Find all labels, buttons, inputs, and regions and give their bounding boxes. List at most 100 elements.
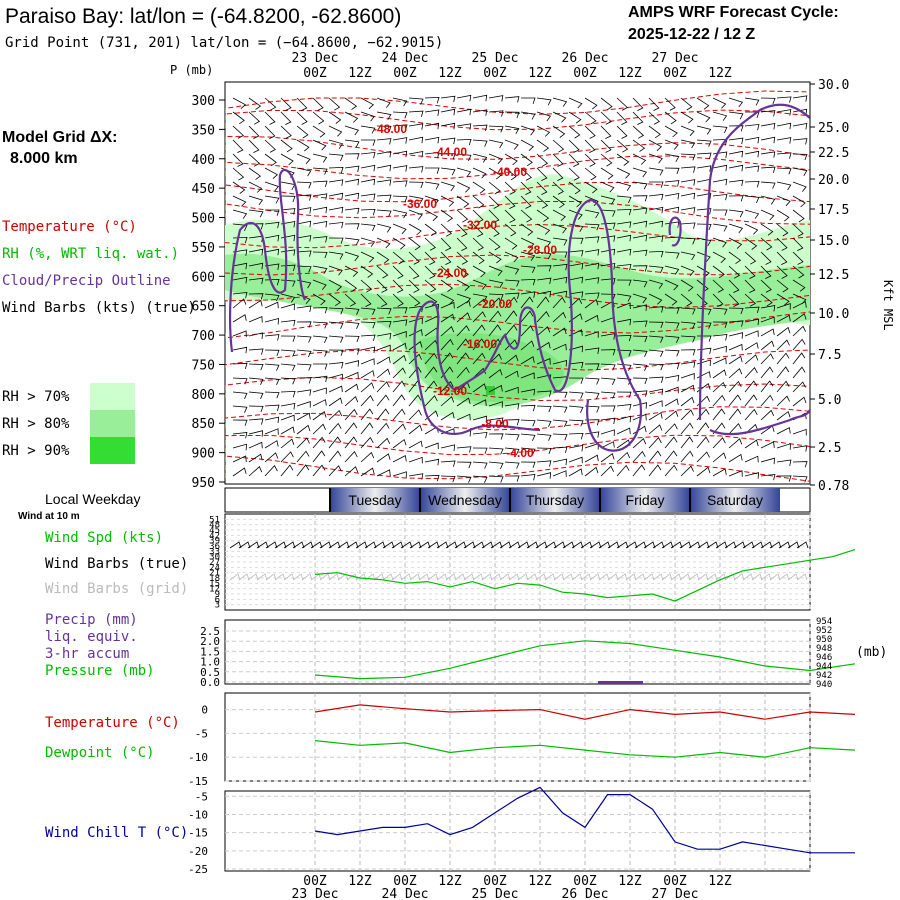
temp-tick-label: 0 [201, 704, 208, 717]
model-grid-value: 8.000 km [10, 150, 78, 167]
windchill-tick-label: -20 [188, 845, 208, 858]
rh-legend: RH > 70%RH > 80%RH > 90% [2, 383, 135, 464]
weekday-label: Friday [626, 492, 665, 508]
isotherm-label: -28.00 [523, 243, 557, 257]
windchill-tick-label: -25 [188, 863, 208, 876]
page-title: Paraiso Bay: lat/lon = (-64.8200, -62.86… [5, 5, 401, 28]
wind-barbs-true-label: Wind Barbs (true) [45, 556, 188, 572]
bottom-hour-label: 12Z [348, 874, 372, 889]
weekday-label: Monday [155, 492, 205, 508]
isotherm-label: -20.00 [478, 297, 512, 311]
pressure-tick-label: 900 [192, 447, 215, 462]
height-tick-label: 7.5 [818, 348, 841, 363]
top-hour-label: 00Z [393, 66, 417, 81]
temperature-label: Temperature (°C) [45, 715, 180, 731]
top-hour-label: 12Z [618, 66, 642, 81]
pressure-tick-label: 800 [192, 388, 215, 403]
rh-legend-swatch [90, 383, 135, 410]
height-tick-label: 20.0 [818, 173, 849, 188]
top-hour-label: 00Z [573, 66, 597, 81]
bottom-hour-label: 12Z [618, 874, 642, 889]
isotherm-label: -4.00 [506, 446, 534, 460]
top-hour-label: 12Z [528, 66, 552, 81]
weekday-cell [135, 488, 225, 512]
pressure-tick-label: 350 [192, 123, 215, 138]
windchill-tick-label: -10 [188, 808, 208, 821]
pressure-tick-label: 950 [192, 476, 215, 491]
bottom-date-label: 24 Dec [382, 887, 429, 900]
top-date-label: 27 Dec [652, 51, 699, 66]
windchill-tick-label: -15 [188, 827, 208, 840]
isotherm-label: -16.00 [463, 337, 497, 351]
pressure-tick-label: 500 [192, 212, 215, 227]
precip-tick-label: 0.0 [200, 676, 220, 689]
weekday-label: Thursday [526, 492, 584, 508]
height-tick-label: 22.5 [818, 146, 849, 161]
top-hour-label: 00Z [483, 66, 507, 81]
bottom-date-label: 25 Dec [472, 887, 519, 900]
pressure-tick-label: 550 [192, 241, 215, 256]
windchill-label: Wind Chill T (°C) [45, 825, 188, 841]
windchill-panel: -5-10-15-20-25 [188, 787, 855, 876]
isotherm-label: -44.00 [433, 145, 467, 159]
isotherm-label: -24.00 [433, 266, 467, 280]
wind-tick-label: 3 [215, 601, 220, 611]
top-hour-label: 00Z [303, 66, 327, 81]
rh-legend-label: RH > 90% [2, 443, 70, 459]
pressure-tick-label: 400 [192, 153, 215, 168]
precip-bar [598, 681, 643, 684]
pressure-axis: 3003504004505005506006507007508008509009… [192, 94, 225, 491]
height-tick-label: 30.0 [818, 78, 849, 93]
wind-at-label: Wind at 10 m [18, 511, 80, 522]
bottom-date-label: 27 Dec [652, 887, 699, 900]
legend-wind: Wind Barbs (kts) (true) [2, 300, 196, 316]
grid-point-label: Grid Point (731, 201) lat/lon = (−64.860… [5, 35, 443, 51]
isotherm-label: -36.00 [403, 197, 437, 211]
accum-label: 3-hr accum [45, 646, 129, 662]
temp-tick-label: -15 [188, 775, 208, 788]
height-tick-label: 5.0 [818, 393, 841, 408]
top-time-axis: 00Z 12Z 00Z 12Z 00Z 12Z 00Z 12Z 00Z 12Z23 Dec 24 D… [292, 51, 732, 81]
y-axis-title: P (mb) [170, 63, 213, 77]
isotherm-label: -40.00 [493, 165, 527, 179]
dewpoint-label: Dewpoint (°C) [45, 745, 155, 761]
top-hour-label: 12Z [438, 66, 462, 81]
temperature-panel: 0-5-10-15 [188, 693, 855, 788]
height-axis: 30.025.022.520.017.515.012.510.07.55.02.… [810, 78, 849, 494]
weekday-bar: Monday Tuesday Wednesday Thursday Friday Satu… [135, 488, 810, 512]
pressure-label: Pressure (mb) [45, 663, 155, 679]
top-date-label: 24 Dec [382, 51, 429, 66]
y2-axis-title: Kft MSL [881, 280, 895, 331]
cycle-value: 2025-12-22 / 12 Z [628, 26, 755, 43]
bottom-hour-label: 12Z [708, 874, 732, 889]
pressure-tick-label: 300 [192, 94, 215, 109]
legend-cloud: Cloud/Precip Outline [2, 273, 171, 289]
top-hour-label: 12Z [708, 66, 732, 81]
mb-unit: (mb) [856, 645, 887, 660]
bottom-time-axis: 00Z 12Z 00Z 12Z 00Z 12Z 00Z 12Z 00Z 12Z23 Dec 24 D… [292, 874, 732, 900]
temp-tick-label: -10 [188, 751, 208, 764]
rh-legend-swatch [90, 410, 135, 437]
legend-temperature: Temperature (°C) [2, 219, 137, 235]
pressure-tick-label: 450 [192, 182, 215, 197]
isotherm-label: -12.00 [433, 384, 467, 398]
wind-speed-panel: 5148454239363330272421181512963 [209, 514, 855, 611]
rh-legend-label: RH > 80% [2, 416, 70, 432]
wind-barbs-grid-label: Wind Barbs (grid) [45, 581, 188, 597]
pressure-tick-label: 940 [816, 680, 832, 690]
rh-90-cell [486, 386, 495, 395]
weekday-label: Tuesday [348, 492, 401, 508]
top-hour-label: 12Z [348, 66, 372, 81]
weekday-label: Saturday [707, 492, 763, 508]
weekday-label: Wednesday [428, 492, 502, 508]
height-tick-label: 10.0 [818, 307, 849, 322]
height-tick-label: 12.5 [818, 268, 849, 283]
bottom-hour-label: 12Z [438, 874, 462, 889]
height-tick-label: 17.5 [818, 203, 849, 218]
rh-legend-swatch [90, 437, 135, 464]
wind-spd-label: Wind Spd (kts) [45, 530, 163, 546]
legend-rh: RH (%, WRT liq. wat.) [2, 246, 179, 262]
height-tick-label: 25.0 [818, 121, 849, 136]
top-date-label: 25 Dec [472, 51, 519, 66]
